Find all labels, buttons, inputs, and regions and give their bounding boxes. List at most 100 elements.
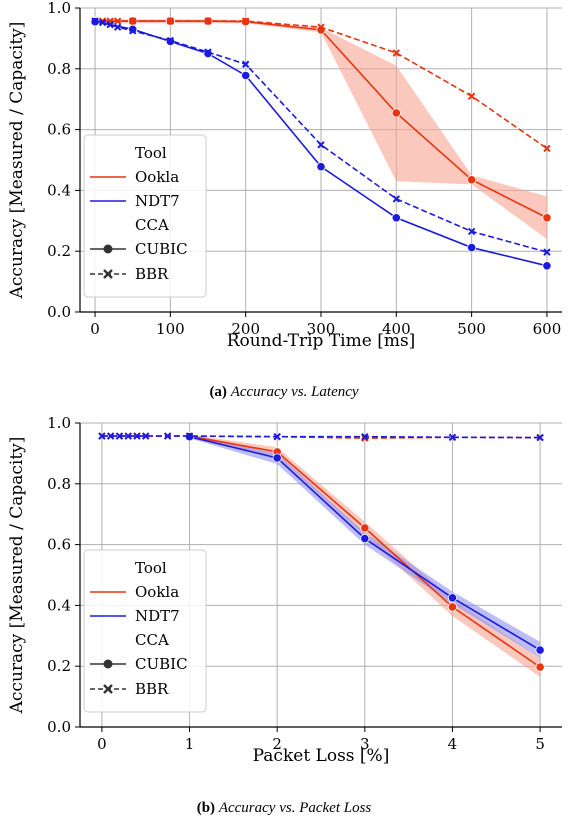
data-point-ookla-cubic bbox=[467, 175, 477, 185]
data-point-ndt7-cubic bbox=[360, 533, 370, 544]
data-point-ookla-bbr bbox=[204, 17, 212, 25]
data-point-ndt7-cubic bbox=[128, 24, 138, 34]
x-tick-label: 0 bbox=[90, 320, 100, 338]
legend-cca-title: CCA bbox=[135, 216, 169, 234]
y-tick-label: 0.8 bbox=[47, 60, 71, 78]
x-tick-label: 500 bbox=[457, 320, 486, 338]
data-point-ndt7-bbr bbox=[113, 23, 122, 31]
x-tick-label: 5 bbox=[535, 735, 545, 753]
x-marker-stroke bbox=[98, 18, 107, 27]
x-tick-label: 4 bbox=[448, 735, 458, 753]
x-marker-stroke bbox=[166, 17, 175, 25]
data-point-ookla-bbr bbox=[467, 92, 476, 100]
data-point-ookla-bbr bbox=[392, 49, 401, 57]
data-point-ndt7-bbr bbox=[166, 36, 175, 45]
legend-tool-title: Tool bbox=[135, 144, 167, 162]
y-tick-label: 0.8 bbox=[47, 475, 71, 493]
x-marker-stroke bbox=[163, 432, 172, 440]
legend-entry-ookla: Ookla bbox=[135, 168, 179, 186]
x-marker-stroke bbox=[115, 432, 124, 440]
chart-b-legend: Tool Ookla NDT7 CCA CUBIC BBR bbox=[83, 549, 207, 713]
data-point-ndt7-bbr bbox=[241, 60, 250, 68]
data-point-ookla-cubic bbox=[360, 523, 370, 533]
x-marker-stroke bbox=[241, 60, 250, 68]
y-tick-label: 0.6 bbox=[47, 536, 71, 554]
x-marker-stroke bbox=[129, 27, 137, 35]
data-point-ndt7-bbr bbox=[98, 18, 107, 27]
legend-tool-title: Tool bbox=[135, 559, 167, 577]
data-point-ndt7-bbr bbox=[273, 432, 281, 441]
data-point-ndt7-bbr bbox=[448, 433, 457, 441]
x-tick-label: 3 bbox=[360, 735, 370, 753]
data-point-ndt7-bbr bbox=[543, 248, 551, 256]
data-point-ookla-cubic bbox=[542, 213, 552, 223]
data-point-ookla-bbr bbox=[166, 17, 175, 25]
x-tick-label: 200 bbox=[231, 320, 260, 338]
x-marker-stroke bbox=[467, 92, 476, 100]
data-point-ndt7-cubic bbox=[241, 70, 251, 81]
chart-accuracy-vs-latency: 0 100 200 300 400 500 600 0.0 0.2 0.4 0.6 0.8 1.0 Rou… bbox=[7, 0, 562, 351]
x-marker-stroke bbox=[98, 432, 106, 440]
x-marker-stroke bbox=[361, 432, 369, 441]
y-tick-label: 0.6 bbox=[47, 121, 71, 139]
x-marker-stroke bbox=[142, 432, 150, 440]
data-point-ndt7-bbr bbox=[129, 27, 137, 35]
legend-entry-cubic: CUBIC bbox=[135, 240, 188, 258]
legend-box bbox=[83, 549, 207, 713]
data-point-ookla-cubic bbox=[447, 602, 458, 612]
x-marker-stroke bbox=[448, 433, 457, 441]
data-point-ndt7-bbr bbox=[133, 432, 141, 440]
data-point-ndt7-bbr bbox=[91, 17, 99, 25]
x-marker-stroke bbox=[91, 17, 99, 25]
data-point-ookla-bbr bbox=[241, 17, 250, 25]
data-point-ndt7-bbr bbox=[204, 48, 212, 56]
x-marker-stroke bbox=[467, 227, 476, 236]
x-tick-label: 2 bbox=[272, 735, 282, 753]
data-point-ookla-bbr bbox=[317, 23, 325, 31]
data-point-ndt7-bbr bbox=[115, 432, 124, 440]
y-tick-label: 0.0 bbox=[47, 718, 71, 736]
data-point-ookla-bbr bbox=[113, 17, 122, 25]
x-tick-label: 600 bbox=[533, 320, 562, 338]
data-point-ndt7-bbr bbox=[392, 195, 401, 203]
x-marker-stroke bbox=[113, 23, 122, 31]
chart-a-legend: Tool Ookla NDT7 CCA CUBIC BBR bbox=[83, 134, 207, 298]
chart-a-x-axis-label: Round-Trip Time [ms] bbox=[227, 331, 416, 351]
caption-a-label: (a) bbox=[209, 384, 227, 400]
data-point-ndt7-cubic bbox=[447, 593, 458, 603]
x-marker-stroke bbox=[392, 195, 401, 203]
data-point-ndt7-bbr bbox=[106, 432, 115, 440]
data-point-ndt7-cubic bbox=[272, 453, 282, 463]
x-tick-label: 400 bbox=[382, 320, 411, 338]
data-point-ookla-cubic bbox=[391, 108, 401, 118]
data-point-ndt7-bbr bbox=[163, 432, 172, 440]
x-tick-label: 0 bbox=[97, 735, 107, 753]
legend-entry-bbr: BBR bbox=[135, 265, 169, 283]
data-point-ndt7-bbr bbox=[124, 432, 132, 440]
data-point-ndt7-bbr bbox=[106, 21, 114, 29]
x-marker-stroke bbox=[536, 433, 544, 442]
data-point-ookla-bbr bbox=[129, 17, 137, 25]
data-point-ndt7-bbr bbox=[142, 432, 150, 440]
data-point-ndt7-cubic bbox=[391, 213, 401, 223]
x-marker-stroke bbox=[133, 432, 141, 440]
data-point-ookla-bbr bbox=[543, 144, 551, 153]
data-point-ndt7-bbr bbox=[185, 432, 194, 440]
x-tick-label: 300 bbox=[307, 320, 336, 338]
data-point-ndt7-cubic bbox=[316, 162, 326, 172]
x-marker-stroke bbox=[241, 17, 250, 25]
y-tick-label: 0.2 bbox=[47, 657, 71, 675]
x-marker-stroke bbox=[543, 144, 551, 153]
x-marker-stroke bbox=[204, 17, 212, 25]
data-point-ndt7-bbr bbox=[536, 433, 544, 442]
x-marker-stroke bbox=[317, 141, 325, 149]
x-marker-stroke bbox=[113, 17, 122, 25]
series-line-ndt7-bbr bbox=[101, 435, 541, 439]
x-marker-stroke bbox=[166, 36, 175, 45]
x-marker-stroke bbox=[185, 432, 194, 440]
caption-b-label: (b) bbox=[196, 800, 216, 816]
y-tick-label: 0.4 bbox=[47, 181, 71, 199]
y-tick-label: 1.0 bbox=[47, 415, 71, 432]
y-tick-label: 0.4 bbox=[47, 596, 71, 614]
x-marker-stroke bbox=[103, 684, 113, 694]
